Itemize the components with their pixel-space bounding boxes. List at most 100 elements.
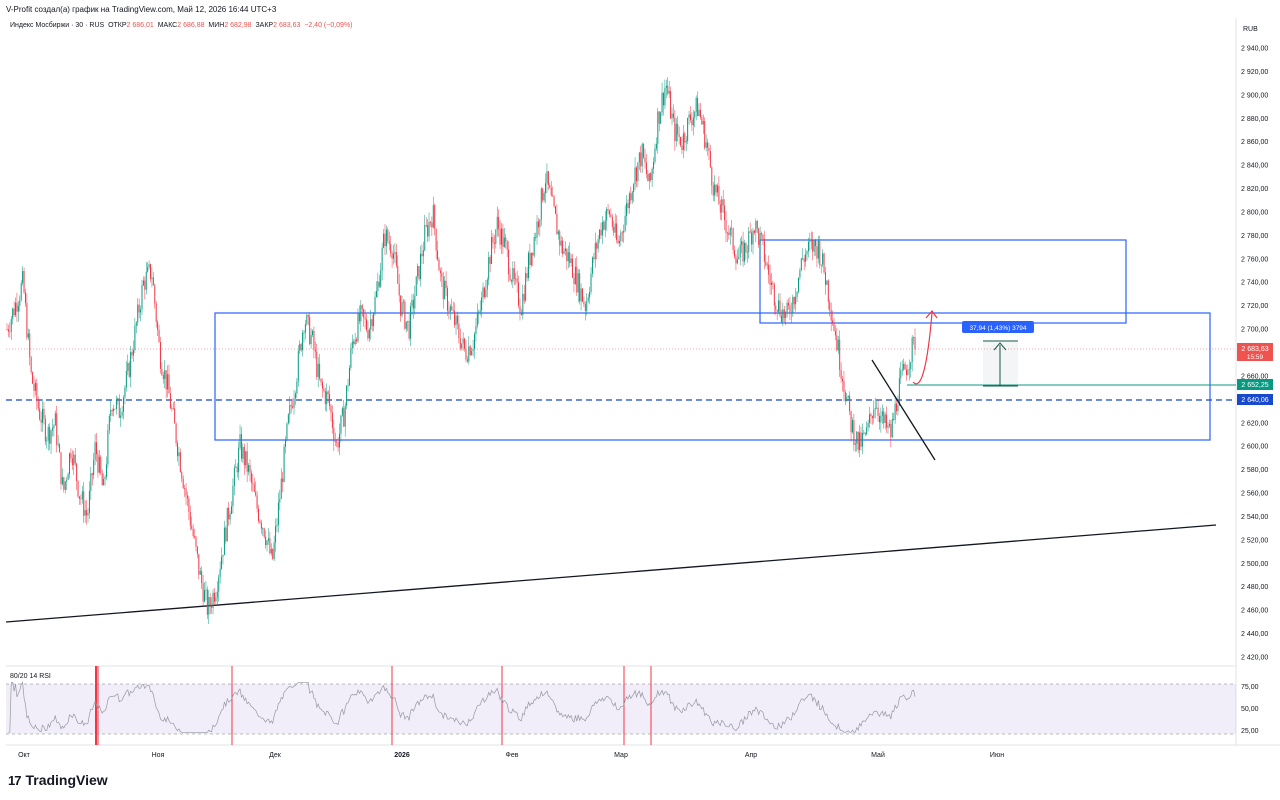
candle (913, 336, 915, 345)
short-trendline[interactable] (871, 359, 936, 461)
candle (701, 114, 703, 126)
candle (285, 436, 287, 454)
candle (107, 424, 109, 469)
candle (647, 169, 649, 182)
candle (594, 232, 596, 268)
candle (283, 443, 285, 483)
candle (493, 235, 495, 254)
resistance-zone-rect[interactable] (759, 239, 1127, 324)
candle (607, 204, 609, 215)
candle (87, 507, 89, 523)
candle (134, 318, 136, 354)
candle (466, 355, 468, 363)
candle (138, 298, 140, 319)
tradingview-brand[interactable]: 17 TradingView (8, 772, 108, 788)
candle (275, 518, 277, 552)
candle (471, 347, 473, 356)
candle (108, 414, 110, 435)
candle (177, 440, 179, 462)
candle (550, 181, 552, 197)
candle (435, 228, 437, 260)
candle (373, 312, 375, 332)
candle (49, 423, 51, 450)
candle (114, 408, 116, 410)
candle (579, 268, 581, 305)
candle (150, 263, 152, 283)
candle (101, 469, 103, 486)
candle (243, 443, 245, 475)
candle (613, 220, 615, 237)
candle (334, 432, 336, 447)
candle (327, 390, 329, 404)
candle (19, 295, 21, 312)
candle (37, 396, 39, 412)
forecast-curve[interactable] (912, 312, 933, 385)
price-tick-label: 2 800,00 (1241, 209, 1268, 216)
candle (704, 117, 706, 150)
candle (641, 142, 643, 173)
candle (418, 265, 420, 281)
candle (699, 102, 701, 120)
candle (725, 211, 727, 242)
candle (431, 216, 433, 237)
time-tick-label: Июн (990, 752, 1004, 759)
candle (475, 317, 477, 342)
candle (884, 412, 886, 430)
last-price-countdown: 15:59 (1247, 354, 1264, 361)
candle (34, 379, 36, 396)
candle (371, 314, 373, 332)
candle (454, 302, 456, 329)
candle (469, 344, 471, 357)
candle (577, 269, 579, 303)
candle (343, 399, 345, 427)
symbol-name[interactable]: Индекс Мосбиржи · 30 · RUS (10, 22, 105, 29)
candle (456, 311, 458, 330)
candle (714, 175, 716, 202)
time-tick-label: Окт (18, 752, 31, 759)
candle (478, 309, 480, 324)
candle (499, 220, 501, 249)
candle (15, 297, 17, 318)
candle (157, 319, 159, 336)
candle (863, 429, 865, 436)
candle (876, 399, 878, 409)
candle (796, 291, 798, 303)
candle (461, 343, 463, 350)
candle (874, 397, 876, 419)
candle (448, 301, 450, 320)
candlestick-series (6, 76, 916, 624)
long-trendline[interactable] (5, 524, 1217, 623)
candle (253, 477, 255, 493)
price-tick-label: 2 460,00 (1241, 608, 1268, 615)
candle (238, 441, 240, 481)
candle (709, 144, 711, 169)
support-zone-rect[interactable] (214, 312, 1211, 441)
rsi-tick-25: 25,00 (1241, 728, 1259, 735)
candle (71, 450, 73, 470)
candle (655, 137, 657, 152)
candle (562, 237, 564, 257)
rsi-pane[interactable]: 80/20 14 RSI 75,00 50,00 25,00 (6, 666, 1259, 745)
candle (54, 410, 56, 426)
candle (786, 299, 788, 318)
candle (78, 496, 80, 505)
candle (184, 484, 186, 498)
candle (380, 263, 382, 288)
candle (674, 109, 676, 151)
candle (547, 170, 549, 191)
candle (402, 299, 404, 313)
candle (151, 267, 153, 288)
candle (667, 76, 669, 96)
candle (128, 360, 130, 379)
candle (751, 229, 753, 252)
candle (610, 208, 612, 219)
candle (530, 252, 532, 268)
candle (326, 383, 328, 412)
candle (623, 224, 625, 243)
candle (61, 468, 63, 486)
candle (397, 255, 399, 284)
candle (660, 111, 662, 125)
candle (793, 296, 795, 310)
candle (599, 228, 601, 243)
